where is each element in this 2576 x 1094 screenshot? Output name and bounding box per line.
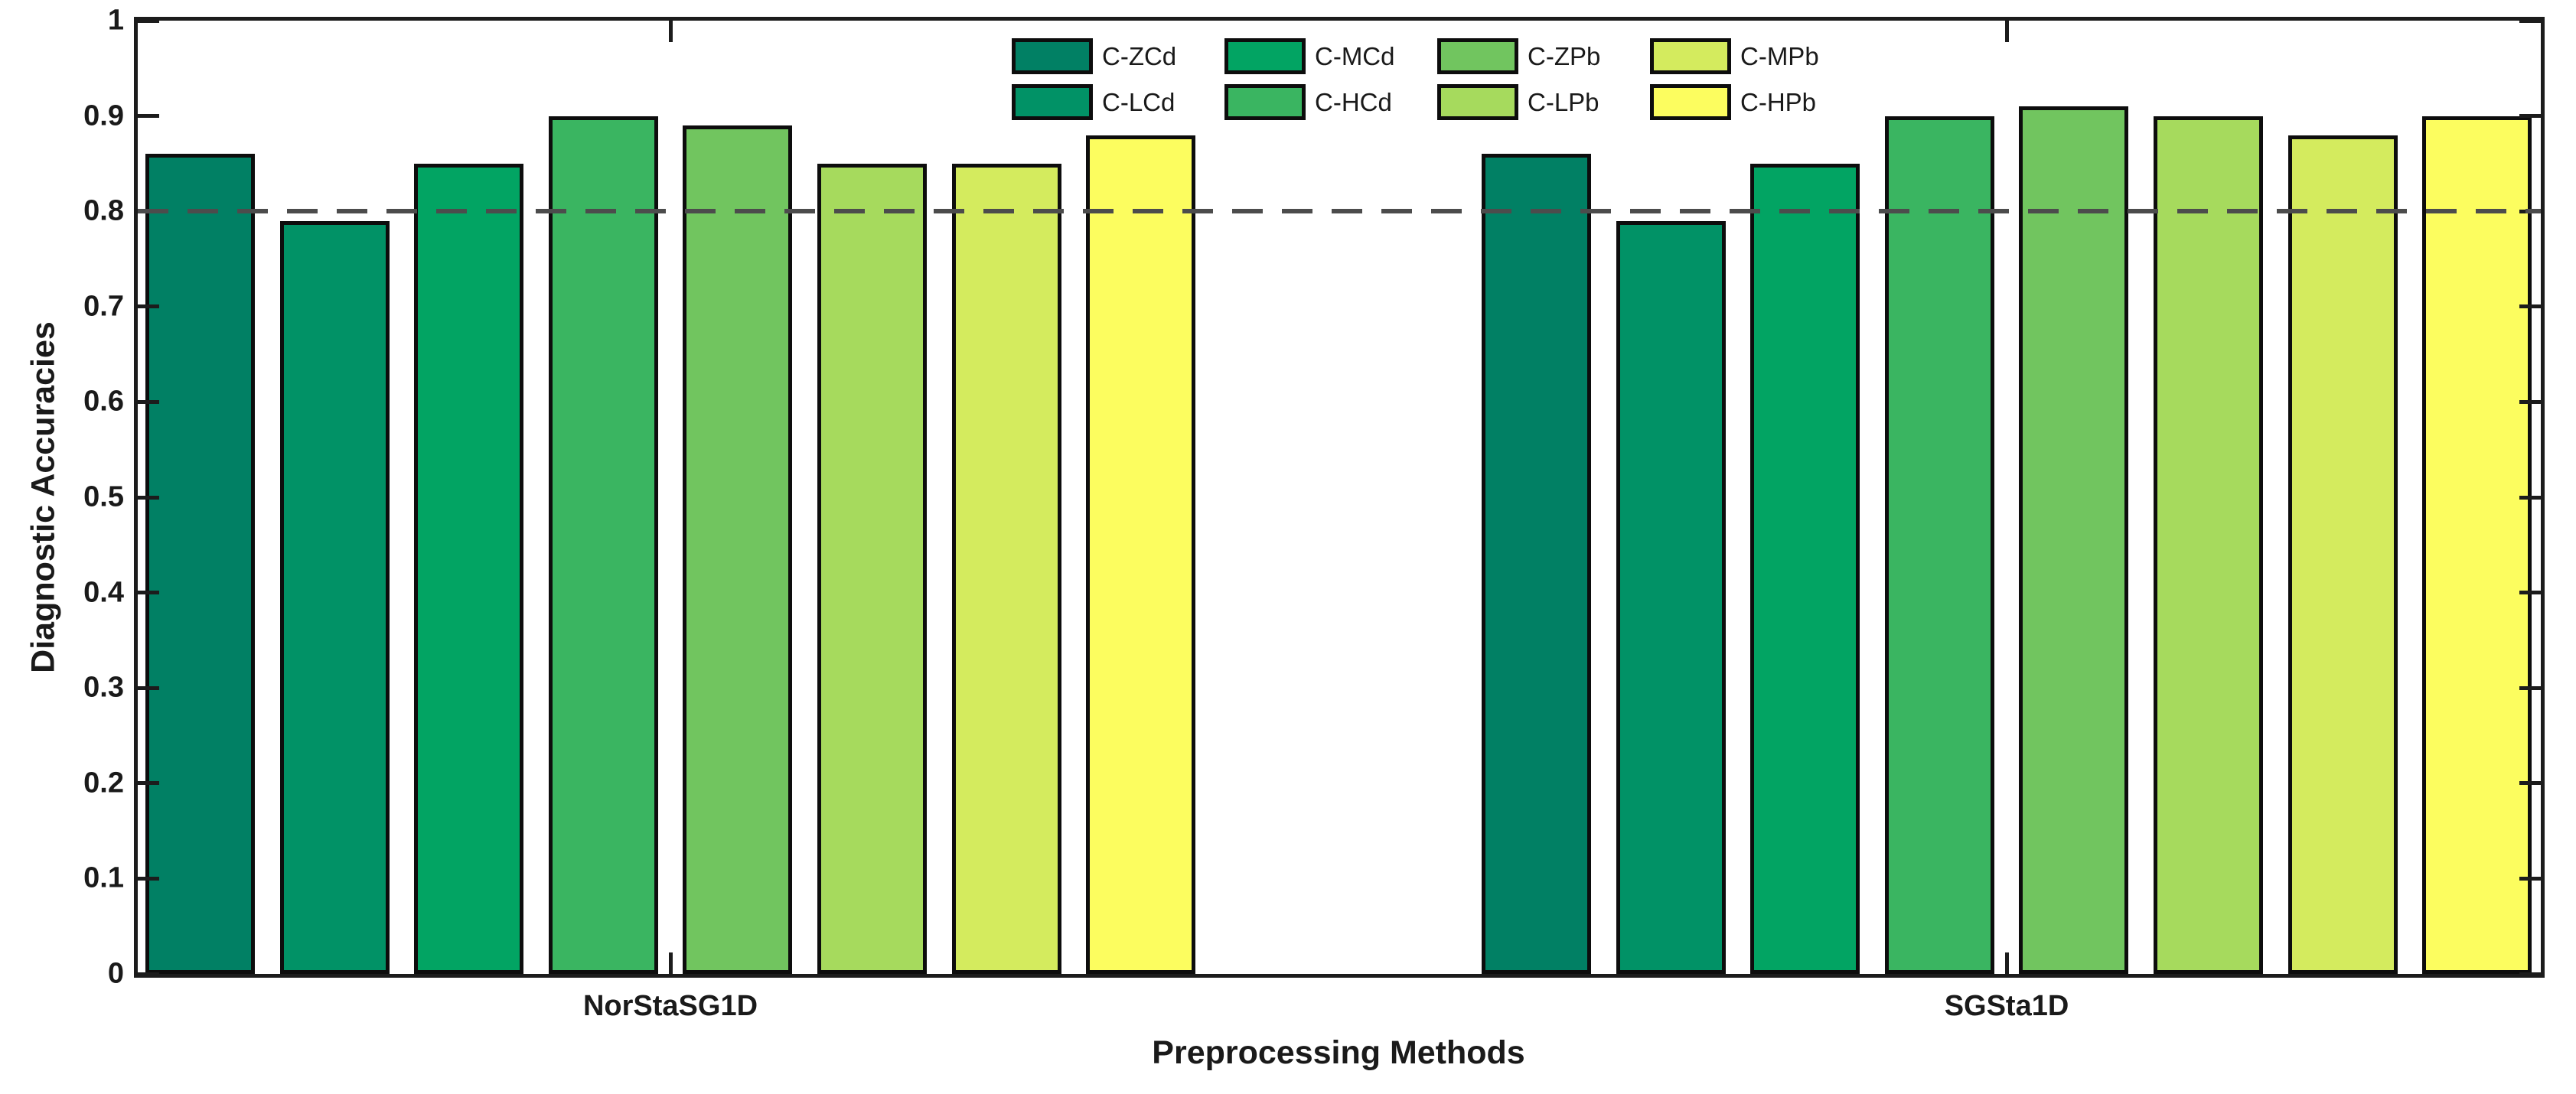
- x-tick-top: [668, 21, 673, 42]
- x-tick-bottom: [2004, 952, 2009, 974]
- y-tick-label: 0: [107, 957, 124, 990]
- y-tick-left: [138, 495, 159, 500]
- legend-swatch-C-ZCd: [1012, 38, 1093, 74]
- y-tick-right: [2519, 876, 2541, 881]
- bar-SGSta1D-C-ZPb: [2019, 106, 2129, 974]
- legend-label-C-LPb: C-LPb: [1528, 87, 1599, 116]
- y-tick-left: [138, 18, 159, 23]
- plot-area: [134, 17, 2545, 978]
- legend-swatch-C-ZPb: [1437, 38, 1518, 74]
- legend-label-C-HCd: C-HCd: [1315, 87, 1392, 116]
- y-tick-left: [138, 972, 159, 976]
- x-tick-bottom: [668, 952, 673, 974]
- y-tick-left: [138, 876, 159, 881]
- bar-NorStaSG1D-C-MPb: [951, 163, 1061, 974]
- y-tick-left: [138, 114, 159, 119]
- legend-swatch-C-MPb: [1650, 38, 1731, 74]
- legend-swatch-C-MCd: [1224, 38, 1306, 74]
- y-axis-title: Diagnostic Accuracies: [24, 321, 62, 673]
- legend-swatch-C-LCd: [1012, 84, 1093, 120]
- legend-label-C-ZCd: C-ZCd: [1102, 41, 1177, 70]
- bar-SGSta1D-C-LPb: [2153, 116, 2263, 974]
- x-tick-top: [2004, 21, 2009, 42]
- reference-line: [138, 209, 2541, 214]
- y-tick-left: [138, 399, 159, 404]
- y-tick-label: 0.4: [83, 576, 124, 609]
- y-tick-label: 1: [107, 4, 124, 37]
- y-tick-right: [2519, 685, 2541, 690]
- bar-SGSta1D-C-MCd: [1750, 163, 1860, 974]
- y-tick-label: 0.3: [83, 671, 124, 704]
- bar-SGSta1D-C-MPb: [2287, 135, 2398, 974]
- bar-SGSta1D-C-HPb: [2422, 116, 2532, 974]
- y-tick-label: 0.6: [83, 385, 124, 418]
- legend-label-C-HPb: C-HPb: [1740, 87, 1817, 116]
- y-tick-right: [2519, 972, 2541, 976]
- bar-NorStaSG1D-C-ZCd: [145, 154, 255, 974]
- y-tick-label: 0.2: [83, 767, 124, 799]
- y-tick-label: 0.8: [83, 194, 124, 227]
- bar-NorStaSG1D-C-HPb: [1086, 135, 1196, 974]
- y-tick-left: [138, 591, 159, 595]
- bar-NorStaSG1D-C-MCd: [414, 163, 524, 974]
- legend-swatch-C-HPb: [1650, 84, 1731, 120]
- y-tick-right: [2519, 399, 2541, 404]
- y-tick-left: [138, 685, 159, 690]
- y-tick-right: [2519, 18, 2541, 23]
- y-tick-label: 0.5: [83, 480, 124, 513]
- legend-swatch-C-HCd: [1224, 84, 1306, 120]
- bar-NorStaSG1D-C-LPb: [817, 163, 927, 974]
- bar-SGSta1D-C-LCd: [1616, 220, 1726, 974]
- bar-NorStaSG1D-C-ZPb: [683, 125, 793, 974]
- x-category-label: SGSta1D: [1944, 990, 2069, 1022]
- y-tick-right: [2519, 114, 2541, 119]
- legend-label-C-MCd: C-MCd: [1315, 41, 1395, 70]
- bar-NorStaSG1D-C-LCd: [279, 220, 390, 974]
- y-tick-right: [2519, 495, 2541, 500]
- y-tick-right: [2519, 304, 2541, 309]
- y-tick-label: 0.7: [83, 290, 124, 323]
- x-category-label: NorStaSG1D: [582, 990, 758, 1022]
- y-tick-label: 0.1: [83, 861, 124, 894]
- legend-label-C-MPb: C-MPb: [1740, 41, 1819, 70]
- y-tick-left: [138, 304, 159, 309]
- y-tick-right: [2519, 591, 2541, 595]
- legend-swatch-C-LPb: [1437, 84, 1518, 120]
- bar-SGSta1D-C-HCd: [1884, 116, 1994, 974]
- bar-NorStaSG1D-C-HCd: [548, 116, 658, 974]
- y-tick-label: 0.9: [83, 99, 124, 132]
- x-axis-title: Preprocessing Methods: [1152, 1034, 1525, 1071]
- y-tick-left: [138, 781, 159, 786]
- y-tick-right: [2519, 781, 2541, 786]
- bar-SGSta1D-C-ZCd: [1481, 154, 1591, 974]
- legend-label-C-LCd: C-LCd: [1102, 87, 1176, 116]
- legend-label-C-ZPb: C-ZPb: [1528, 41, 1601, 70]
